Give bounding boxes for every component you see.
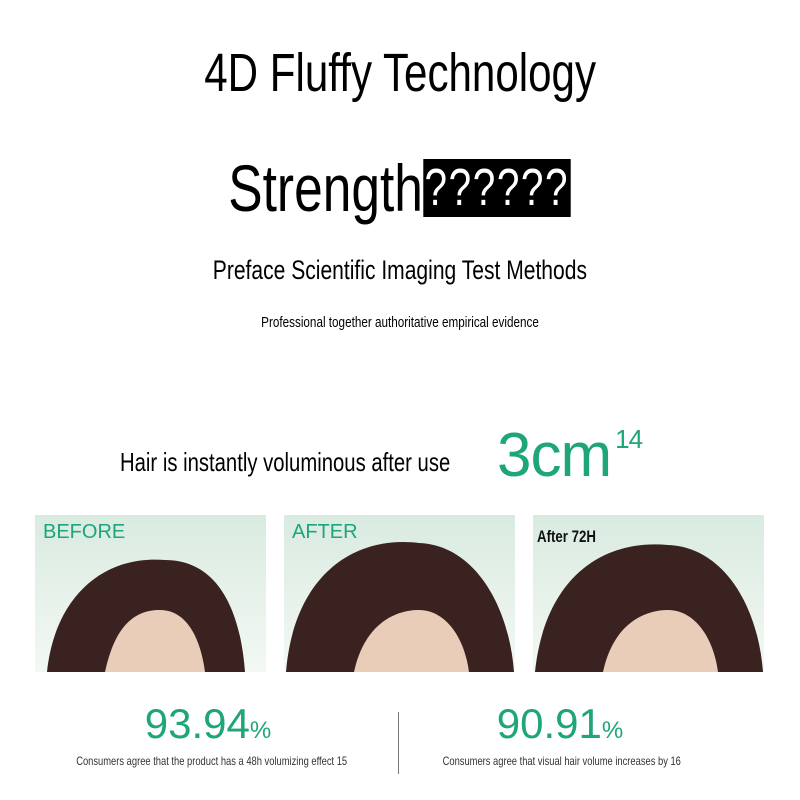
subtitle: Professional together authoritative empi… bbox=[261, 314, 539, 331]
panel-label: AFTER bbox=[292, 521, 358, 543]
preface-heading: Preface Scientific Imaging Test Methods bbox=[212, 255, 588, 285]
panel-label: After 72H bbox=[537, 527, 596, 546]
stat-value: 90.91% bbox=[496, 700, 624, 747]
panel-label: BEFORE bbox=[43, 521, 126, 543]
divider bbox=[398, 712, 399, 774]
claim-value: 3cm 14 bbox=[497, 421, 643, 490]
claim-text: Hair is instantly voluminous after use bbox=[120, 447, 451, 477]
claim-footnote: 14 bbox=[615, 424, 643, 454]
stat-value: 93.94% bbox=[144, 700, 272, 747]
page-title: 4D Fluffy Technology bbox=[204, 43, 596, 103]
hair-illustration bbox=[47, 559, 245, 672]
after-photo: AFTER bbox=[284, 515, 515, 672]
before-photo: BEFORE bbox=[35, 515, 266, 672]
missing-glyphs: ?????? bbox=[423, 159, 572, 217]
after-72h-photo: After 72H bbox=[533, 515, 764, 672]
hair-illustration bbox=[286, 542, 514, 672]
strength-word: Strength bbox=[228, 151, 424, 225]
strength-heading: Strength?????? bbox=[0, 150, 800, 226]
hair-illustration bbox=[535, 544, 763, 672]
stat-caption: Consumers agree that the product has a 4… bbox=[76, 754, 348, 768]
stat-caption: Consumers agree that visual hair volume … bbox=[442, 754, 682, 768]
